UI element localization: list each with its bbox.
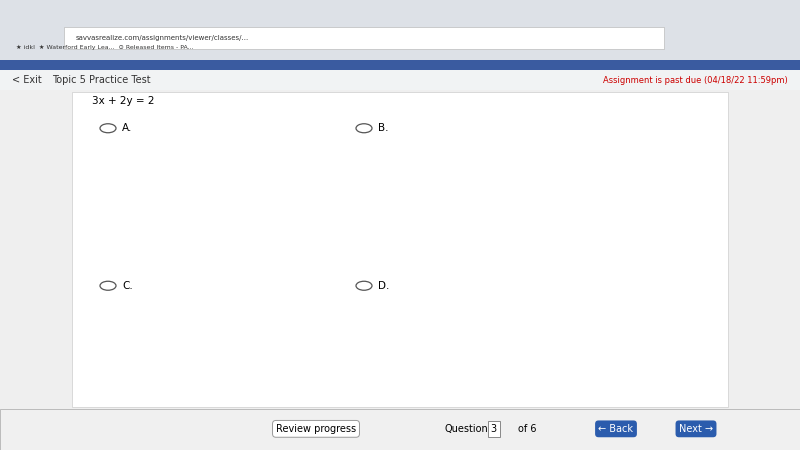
Text: O: O [470,196,477,205]
Text: y: y [476,253,481,262]
Text: x: x [583,324,588,333]
Text: 3x + 2y = 2: 3x + 2y = 2 [92,96,154,106]
Text: of 6: of 6 [518,424,537,434]
Text: -2: -2 [429,196,436,205]
Text: 4: 4 [465,123,470,132]
Text: x: x [327,324,332,333]
Text: 3: 3 [490,424,497,434]
Text: -2: -2 [206,360,214,369]
Text: Next →: Next → [679,424,713,434]
Text: 2: 2 [465,304,470,313]
Text: -4: -4 [206,248,214,256]
Text: -2: -2 [173,196,180,205]
Text: 4: 4 [209,276,214,285]
Text: -2: -2 [206,217,214,226]
Text: 2: 2 [465,155,470,163]
Text: -4: -4 [206,387,214,396]
Text: C.: C. [122,281,133,291]
Text: < Exit: < Exit [12,75,42,85]
Text: 2: 2 [209,155,214,163]
Text: 4: 4 [553,196,558,205]
Text: x: x [327,177,332,186]
Text: savvasrealize.com/assignments/viewer/classes/...: savvasrealize.com/assignments/viewer/cla… [76,35,250,41]
Text: O: O [214,342,221,351]
Text: x: x [583,177,588,186]
Text: Topic 5 Practice Test: Topic 5 Practice Test [52,75,150,85]
Text: y: y [476,99,481,108]
Text: 2: 2 [512,196,517,205]
Text: 4: 4 [297,342,302,351]
Text: 2: 2 [512,342,517,351]
Text: Assignment is past due (04/18/22 11:59pm): Assignment is past due (04/18/22 11:59pm… [603,76,788,85]
Text: y: y [220,253,225,262]
Text: ★ idkl  ★ Waterford Early Lea...  ⊙ Released Items - PA...: ★ idkl ★ Waterford Early Lea... ⊙ Releas… [16,45,194,50]
Text: O: O [214,196,221,205]
Text: 4: 4 [465,276,470,285]
Text: -4: -4 [462,248,470,256]
Text: O: O [470,342,477,351]
Text: B.: B. [378,123,389,133]
Text: A.: A. [122,123,133,133]
Text: 4: 4 [297,196,302,205]
Text: 2: 2 [256,196,261,205]
Text: ← Back: ← Back [598,424,634,434]
Text: -2: -2 [462,217,470,226]
Text: 4: 4 [553,342,558,351]
Text: -2: -2 [462,360,470,369]
Text: -2: -2 [173,342,180,351]
Text: Review progress: Review progress [276,424,356,434]
Text: 2: 2 [209,304,214,313]
Text: Question: Question [444,424,488,434]
Text: 4: 4 [209,123,214,132]
Text: -4: -4 [462,387,470,396]
Text: y: y [220,99,225,108]
Text: 2: 2 [256,342,261,351]
Text: -2: -2 [429,342,436,351]
Text: D.: D. [378,281,390,291]
